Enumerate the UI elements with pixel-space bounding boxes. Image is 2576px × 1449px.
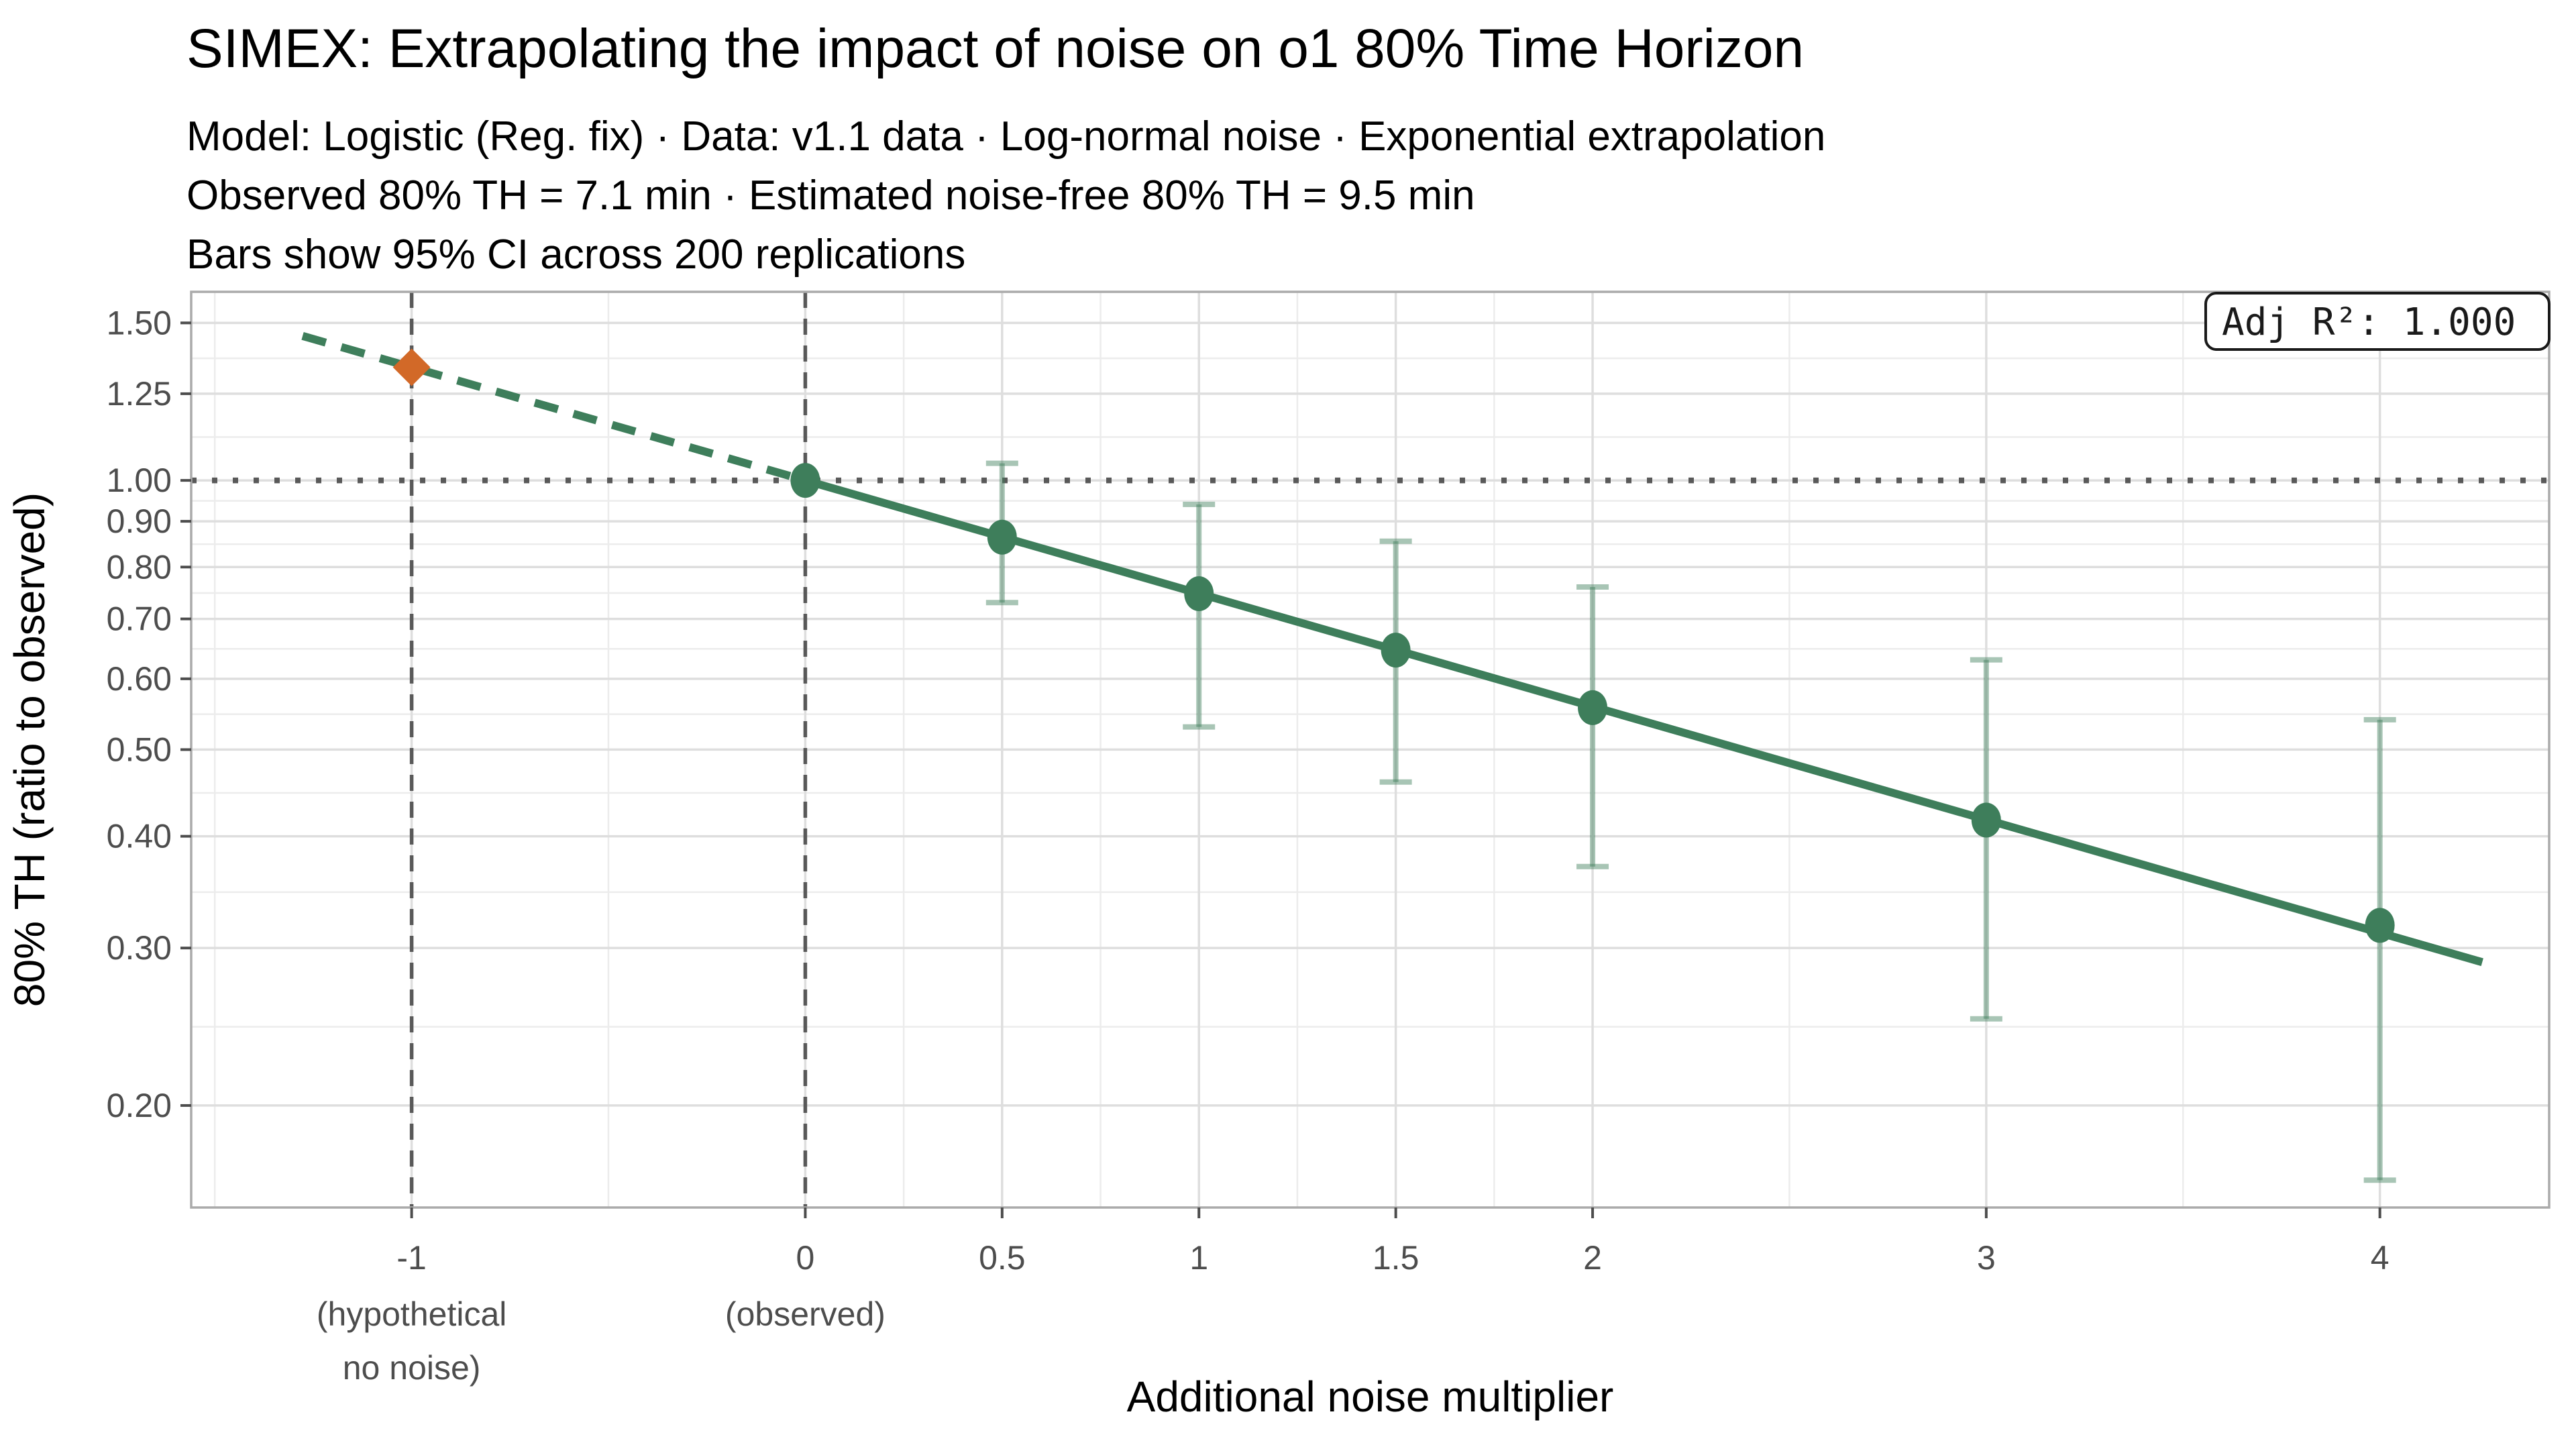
y-axis-tick-label: 0.20 — [107, 1087, 172, 1124]
x-axis-tick-sublabel: (observed) — [725, 1295, 885, 1333]
fit-line-solid — [804, 476, 2483, 967]
subtitle-line-ci-note: Bars show 95% CI across 200 replications — [186, 231, 966, 278]
x-axis-tick-label: 1.5 — [1373, 1239, 1419, 1277]
x-axis-title: Additional noise multiplier — [1127, 1373, 1614, 1421]
x-axis-tick-sublabel: no noise) — [343, 1349, 481, 1387]
simex-point — [987, 519, 1017, 555]
y-axis-tick-label: 0.60 — [107, 660, 172, 698]
x-axis-tick-sublabel: (hypothetical — [317, 1295, 507, 1333]
simex-point — [1184, 576, 1214, 611]
simex-point — [2365, 908, 2395, 943]
x-axis-tick-label: 4 — [2371, 1239, 2390, 1277]
adj-r2-label: Adj R²: 1.000 — [2222, 301, 2516, 344]
adj-r2-box — [2204, 292, 2551, 351]
y-axis-tick-label: 0.70 — [107, 600, 172, 638]
extrapolated-point-diamond — [392, 348, 431, 386]
y-axis-tick-label: 1.25 — [107, 375, 172, 413]
simex-point — [1971, 802, 2001, 838]
y-axis-tick-label: 1.00 — [107, 462, 172, 499]
x-axis-tick-label: 3 — [1977, 1239, 1996, 1277]
simex-point — [1578, 690, 1608, 725]
y-axis-tick-label: 0.30 — [107, 929, 172, 967]
plot-title: SIMEX: Extrapolating the impact of noise… — [186, 18, 1805, 79]
subtitle-line-model: Model: Logistic (Reg. fix) · Data: v1.1 … — [186, 113, 1826, 160]
fit-line-extrapolated-dashed — [301, 332, 807, 484]
y-axis-tick-label: 0.90 — [107, 502, 172, 540]
y-axis-tick-label: 0.40 — [107, 818, 172, 855]
x-axis-tick-label: 1 — [1189, 1239, 1208, 1277]
x-axis-tick-label: 2 — [1583, 1239, 1602, 1277]
x-axis-tick-label: 0.5 — [979, 1239, 1026, 1277]
plot-subtitle: Model: Logistic (Reg. fix) · Data: v1.1 … — [186, 107, 1825, 284]
x-axis-tick-label: -1 — [396, 1239, 426, 1277]
y-axis-tick-label: 0.50 — [107, 731, 172, 768]
y-axis-tick-label: 0.80 — [107, 548, 172, 586]
subtitle-line-observed-th: Observed 80% TH = 7.1 min · Estimated no… — [186, 172, 1475, 219]
x-axis-tick-label: 0 — [796, 1239, 815, 1277]
simex-point — [790, 463, 820, 498]
y-axis-title: 80% TH (ratio to observed) — [5, 492, 54, 1007]
simex-point — [1381, 633, 1411, 668]
y-axis-tick-label: 1.50 — [107, 304, 172, 341]
